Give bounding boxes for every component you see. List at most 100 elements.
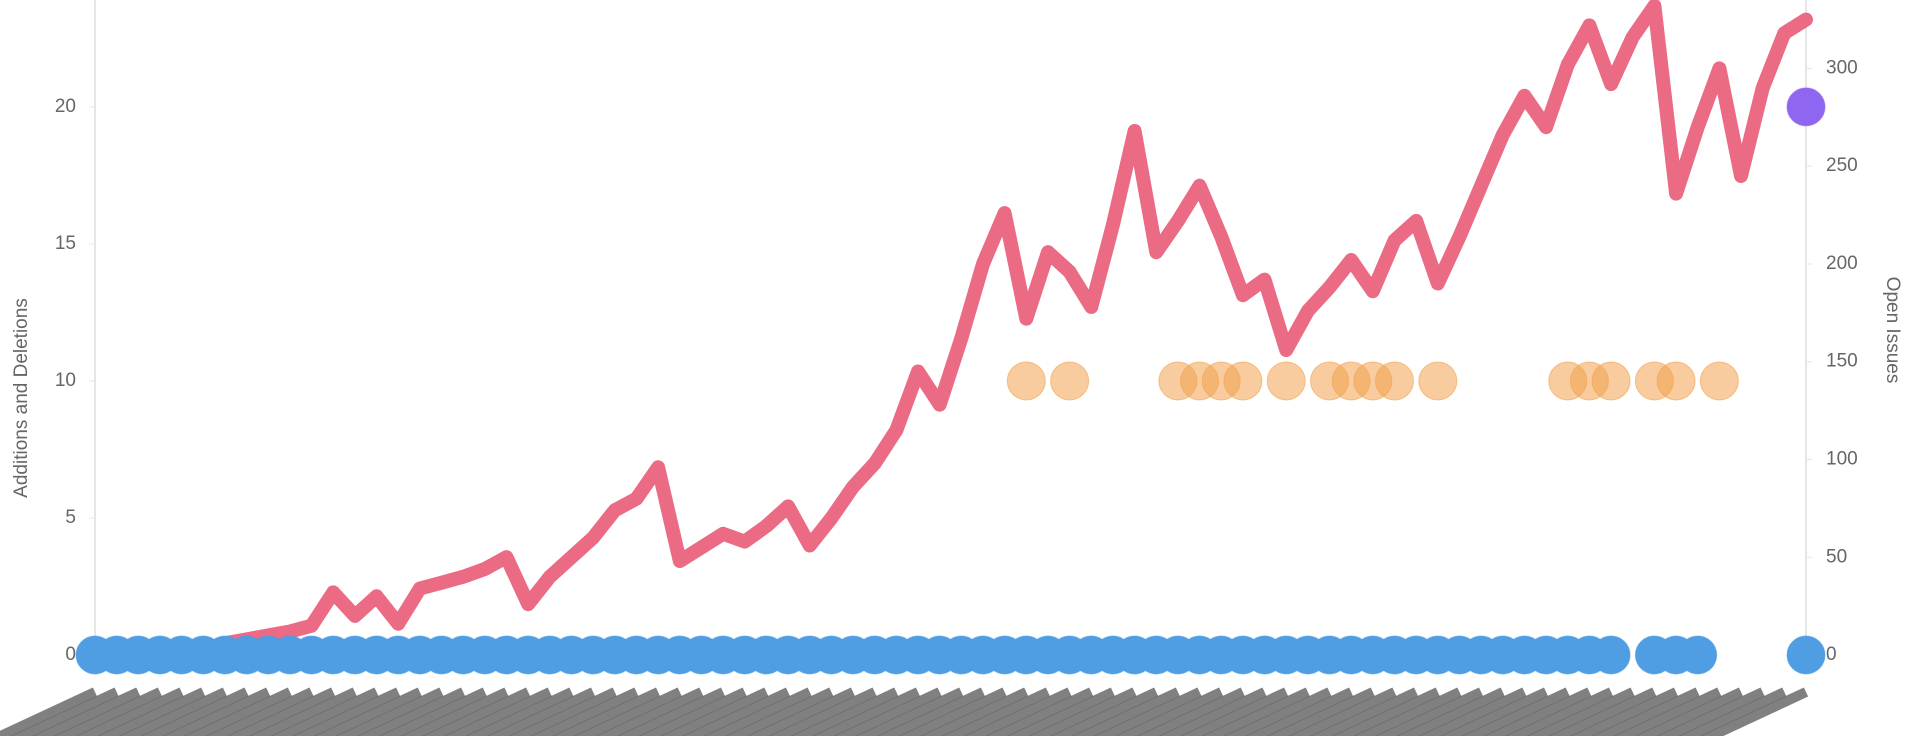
x-tick-label-blur <box>1343 687 1484 736</box>
x-tick-label-blur <box>108 687 249 736</box>
x-tick-label-blur <box>151 687 293 736</box>
x-tick-label-blur <box>1018 687 1159 736</box>
x-tick-label-blur <box>130 687 271 736</box>
x-tick-label-blur <box>455 687 596 736</box>
x-tick-label-blur <box>238 687 379 736</box>
x-tick-label-blur <box>606 687 747 736</box>
scatter-point <box>1591 361 1631 401</box>
x-tick-label-blur <box>0 687 98 736</box>
x-tick-label-blur <box>844 687 986 736</box>
x-tick-labels <box>0 687 1809 736</box>
x-tick-label-blur <box>1278 687 1419 736</box>
x-tick-label-blur <box>1039 687 1181 736</box>
y-tick-label: 15 <box>55 233 76 254</box>
x-tick-label-blur <box>173 687 314 736</box>
x-tick-label-blur <box>1191 687 1332 736</box>
x-tick-label-blur <box>498 687 639 736</box>
scatter-point <box>1699 361 1739 401</box>
x-tick-label-blur <box>1083 687 1224 736</box>
x-tick-label-blur <box>520 687 661 736</box>
x-tick-label-blur <box>1624 687 1765 736</box>
scatter-point <box>1786 635 1826 675</box>
x-tick-label-blur <box>541 687 682 736</box>
y2-axis-title: Open Issues <box>1882 277 1903 384</box>
x-tick-label-blur <box>1126 687 1267 736</box>
line-series <box>88 0 1813 662</box>
scatter-point <box>1418 361 1458 401</box>
x-tick-label-blur <box>0 687 119 736</box>
x-tick-label-blur <box>1256 687 1397 736</box>
x-tick-label-blur <box>823 687 964 736</box>
x-tick-label-blur <box>368 687 509 736</box>
y-axis-title: Additions and Deletions <box>11 298 32 498</box>
x-tick-label-blur <box>1516 687 1657 736</box>
x-tick-label-blur <box>65 687 206 736</box>
x-tick-label-blur <box>476 687 617 736</box>
x-tick-label-blur <box>1321 687 1462 736</box>
x-tick-label-blur <box>43 687 184 736</box>
scatter-point <box>1591 635 1631 675</box>
x-tick-label-blur <box>195 687 336 736</box>
scatter-point <box>1656 361 1696 401</box>
x-tick-label-blur <box>563 687 704 736</box>
y2-tick-label: 300 <box>1826 57 1858 78</box>
x-tick-label-blur <box>1537 687 1679 736</box>
x-tick-label-blur <box>86 687 228 736</box>
x-tick-label-blur <box>758 687 899 736</box>
x-tick-label-blur <box>325 687 466 736</box>
x-tick-label-blur <box>996 687 1137 736</box>
x-tick-label-blur <box>1408 687 1549 736</box>
x-tick-label-blur <box>1602 687 1744 736</box>
scatter-point <box>1678 635 1718 675</box>
scatter-point <box>1223 361 1263 401</box>
scatter-point <box>1050 361 1090 401</box>
scatter-point <box>1006 361 1046 401</box>
x-tick-label-blur <box>1473 687 1614 736</box>
y2-tick-label: 150 <box>1826 351 1858 372</box>
x-tick-label-blur <box>1494 687 1635 736</box>
x-tick-label-blur <box>433 687 574 736</box>
x-tick-label-blur <box>650 687 791 736</box>
x-tick-label-blur <box>693 687 834 736</box>
x-tick-label-blur <box>1061 687 1202 736</box>
y2-tick-label: 250 <box>1826 155 1858 176</box>
y-tick-label: 0 <box>65 644 76 665</box>
x-tick-label-blur <box>953 687 1094 736</box>
y2-tick-label: 200 <box>1826 253 1858 274</box>
x-tick-label-blur <box>1104 687 1245 736</box>
y-tick-label: 10 <box>55 370 76 391</box>
x-tick-label-blur <box>1169 687 1310 736</box>
x-tick-label-blur <box>0 687 141 736</box>
x-tick-label-blur <box>1559 687 1700 736</box>
x-tick-label-blur <box>736 687 877 736</box>
x-tick-label-blur <box>1451 687 1592 736</box>
x-tick-label-blur <box>411 687 552 736</box>
x-tick-label-blur <box>628 687 769 736</box>
x-tick-label-blur <box>216 687 358 736</box>
x-tick-label-blur <box>931 687 1072 736</box>
x-tick-label-blur <box>281 687 422 736</box>
x-tick-label-blur <box>390 687 531 736</box>
scatter-point <box>1374 361 1414 401</box>
x-tick-label-blur <box>801 687 942 736</box>
x-tick-label-blur <box>1646 687 1787 736</box>
y2-tick-label: 50 <box>1826 546 1847 567</box>
x-tick-label-blur <box>866 687 1007 736</box>
x-tick-label-blur <box>260 687 401 736</box>
x-tick-label-blur <box>1429 687 1570 736</box>
x-tick-label-blur <box>1386 687 1527 736</box>
x-tick-label-blur <box>585 687 726 736</box>
y-tick-label: 5 <box>65 507 76 528</box>
scatter-point <box>1266 361 1306 401</box>
x-tick-label-blur <box>714 687 856 736</box>
x-tick-label-blur <box>303 687 444 736</box>
x-tick-label-blur <box>1213 687 1354 736</box>
x-tick-label-blur <box>909 687 1051 736</box>
y-tick-label: 20 <box>55 96 76 117</box>
x-tick-label-blur <box>21 687 163 736</box>
y2-tick-label: 0 <box>1826 644 1837 665</box>
x-tick-label-blur <box>888 687 1029 736</box>
x-tick-label-blur <box>1234 687 1375 736</box>
scatter-point <box>1786 87 1826 127</box>
